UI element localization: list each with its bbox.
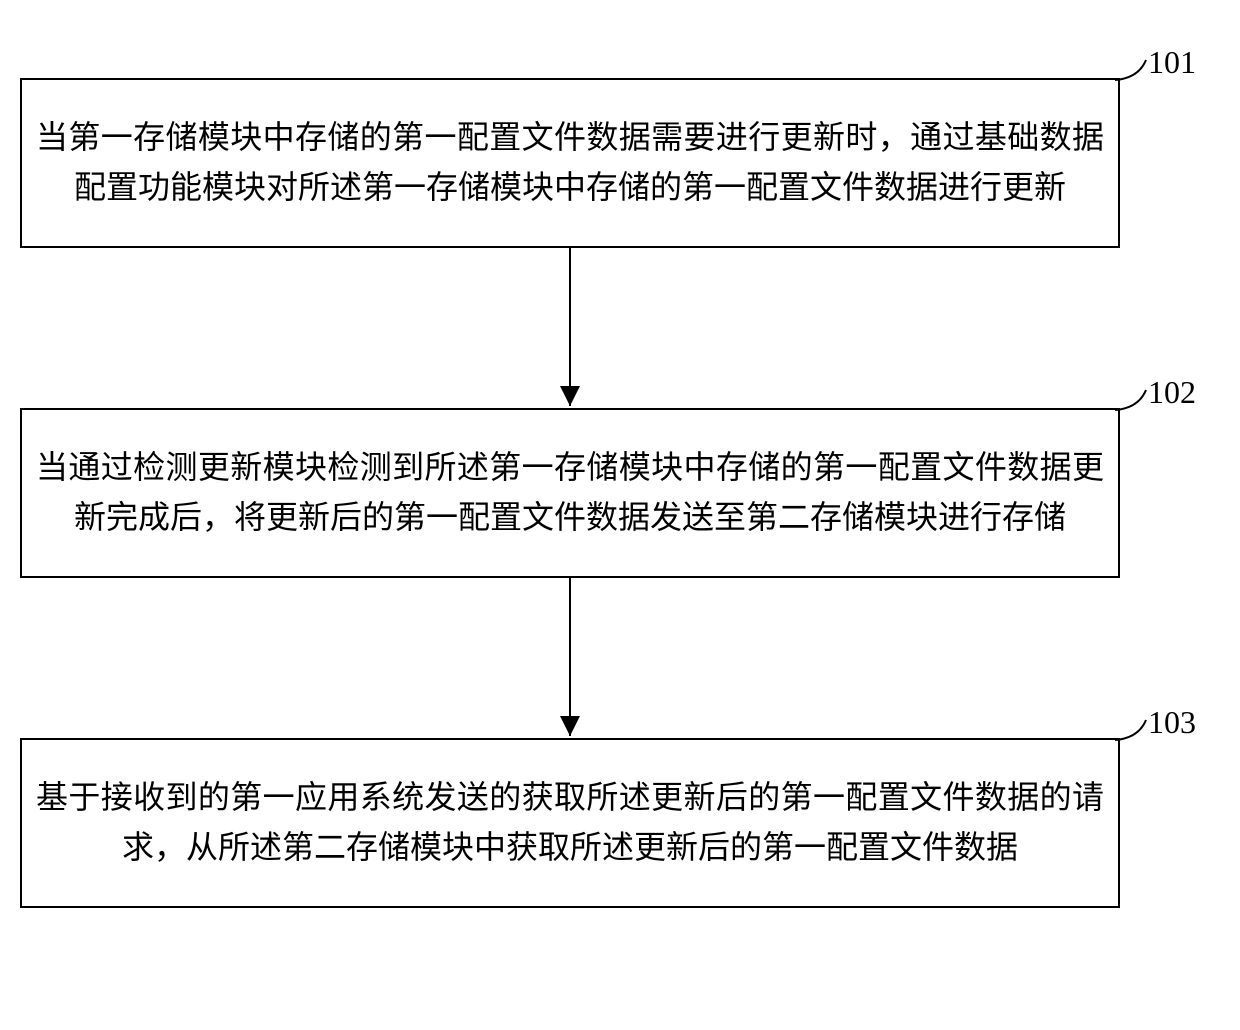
flowchart-node-103-number: 103 (1148, 704, 1196, 741)
flowchart-node-103: 基于接收到的第一应用系统发送的获取所述更新后的第一配置文件数据的请求，从所述第二… (20, 738, 1120, 908)
flowchart-node-101-number: 101 (1148, 44, 1196, 81)
flowchart-node-102: 当通过检测更新模块检测到所述第一存储模块中存储的第一配置文件数据更新完成后，将更… (20, 408, 1120, 578)
flowchart-canvas: 当第一存储模块中存储的第一配置文件数据需要进行更新时，通过基础数据配置功能模块对… (0, 0, 1240, 1030)
flowchart-node-102-text: 当通过检测更新模块检测到所述第一存储模块中存储的第一配置文件数据更新完成后，将更… (36, 443, 1104, 542)
flowchart-node-101: 当第一存储模块中存储的第一配置文件数据需要进行更新时，通过基础数据配置功能模块对… (20, 78, 1120, 248)
flowchart-node-101-text: 当第一存储模块中存储的第一配置文件数据需要进行更新时，通过基础数据配置功能模块对… (36, 113, 1104, 212)
flowchart-node-102-number: 102 (1148, 374, 1196, 411)
flowchart-node-103-text: 基于接收到的第一应用系统发送的获取所述更新后的第一配置文件数据的请求，从所述第二… (36, 773, 1104, 872)
